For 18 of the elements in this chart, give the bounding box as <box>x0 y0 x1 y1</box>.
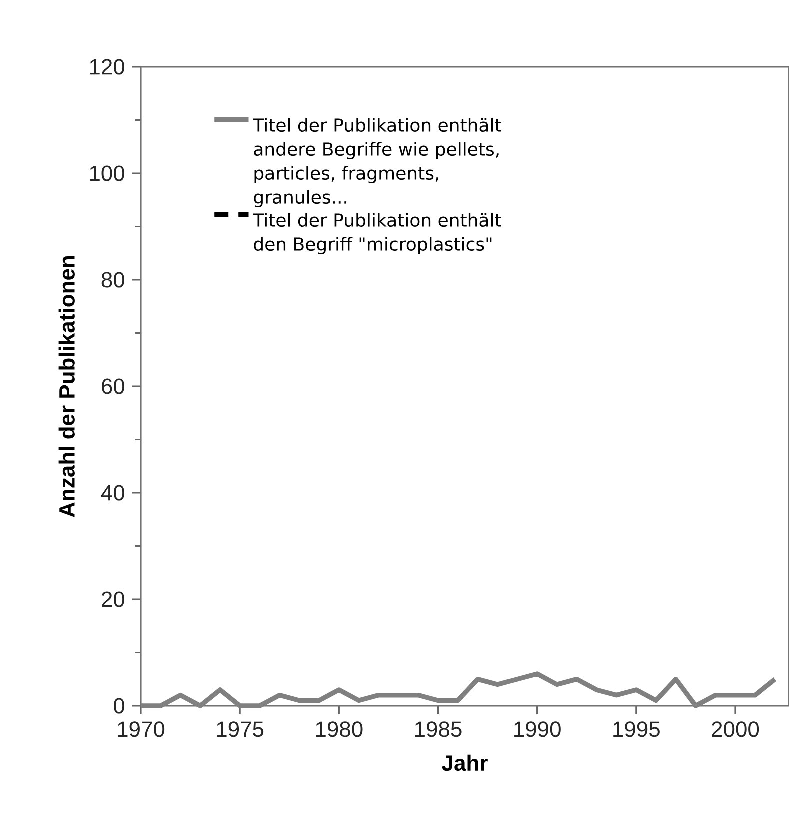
legend-label: Titel der Publikation enthält andere Begriffe wie pellets, particles, fragments, granules... <box>253 118 502 208</box>
x-tick-label: 2000 <box>712 722 760 738</box>
x-tick-label: 1980 <box>316 722 363 738</box>
y-tick-label: 60 <box>102 378 125 394</box>
x-tick-label: 1970 <box>118 722 165 738</box>
x-tick-label: 1975 <box>217 722 264 738</box>
legend-label: Titel der Publikation enthält den Begriff "microplastics" <box>253 213 502 255</box>
y-tick-label: 80 <box>102 272 125 288</box>
y-axis-title: Anzahl der Publikationen <box>58 256 75 518</box>
y-tick-label: 100 <box>90 166 125 182</box>
y-tick-label: 120 <box>90 59 125 75</box>
y-tick-label: 20 <box>102 592 125 608</box>
y-tick-label: 0 <box>114 698 125 714</box>
x-tick-label: 1995 <box>614 722 660 738</box>
x-axis-title: Jahr <box>442 754 488 772</box>
y-tick-label: 40 <box>101 485 125 501</box>
x-tick-label: 1985 <box>415 722 462 738</box>
x-tick-label: 1990 <box>514 722 561 738</box>
